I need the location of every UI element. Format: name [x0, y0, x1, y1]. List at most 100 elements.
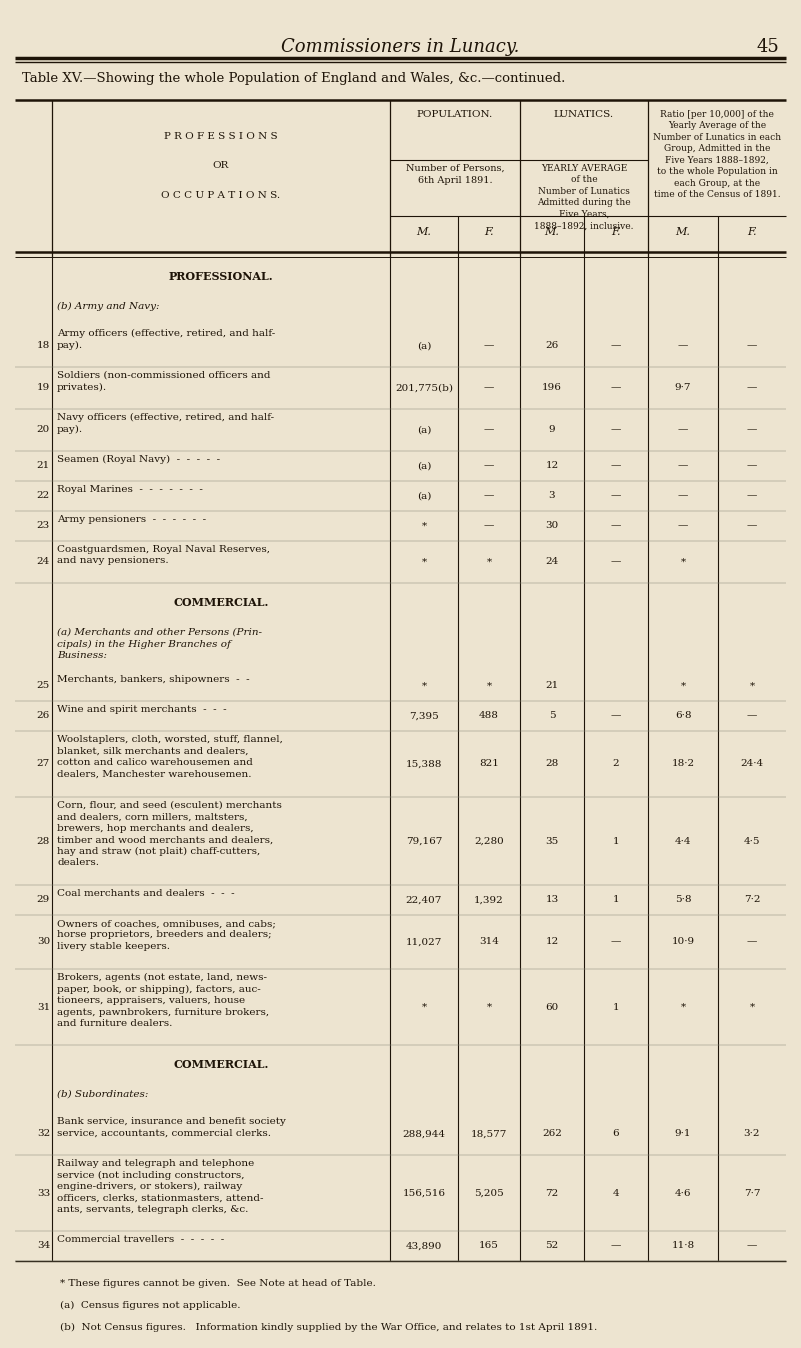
Text: Merchants, bankers, shipowners  -  -: Merchants, bankers, shipowners - -: [57, 675, 250, 683]
Text: 165: 165: [479, 1242, 499, 1251]
Text: 27: 27: [37, 759, 50, 768]
Text: —: —: [611, 461, 622, 470]
Text: 201,775(b): 201,775(b): [395, 383, 453, 392]
Text: *: *: [486, 682, 492, 690]
Text: 288,944: 288,944: [402, 1130, 445, 1139]
Text: F.: F.: [485, 226, 493, 237]
Text: 12: 12: [545, 461, 558, 470]
Text: —: —: [484, 383, 494, 392]
Text: *: *: [750, 682, 755, 690]
Text: (a): (a): [417, 341, 431, 350]
Text: —: —: [678, 522, 688, 531]
Text: 13: 13: [545, 895, 558, 905]
Text: LUNATICS.: LUNATICS.: [554, 111, 614, 119]
Text: 30: 30: [545, 522, 558, 531]
Text: Army pensioners  -  -  -  -  -  -: Army pensioners - - - - - -: [57, 515, 206, 524]
Text: 5: 5: [549, 712, 555, 720]
Text: 26: 26: [545, 341, 558, 350]
Text: —: —: [747, 492, 757, 500]
Text: 6·8: 6·8: [674, 712, 691, 720]
Text: (a): (a): [417, 492, 431, 500]
Text: —: —: [611, 492, 622, 500]
Text: 19: 19: [37, 383, 50, 392]
Text: Corn, flour, and seed (esculent) merchants
and dealers, corn millers, maltsters,: Corn, flour, and seed (esculent) merchan…: [57, 801, 282, 867]
Text: PROFESSIONAL.: PROFESSIONAL.: [169, 271, 273, 283]
Text: 11,027: 11,027: [406, 937, 442, 946]
Text: 11·8: 11·8: [671, 1242, 694, 1251]
Text: Number of Persons,
6th April 1891.: Number of Persons, 6th April 1891.: [405, 164, 505, 185]
Text: COMMERCIAL.: COMMERCIAL.: [173, 597, 268, 608]
Text: 21: 21: [545, 682, 558, 690]
Text: *: *: [486, 1003, 492, 1011]
Text: 24: 24: [37, 558, 50, 566]
Text: (a): (a): [417, 426, 431, 434]
Text: 32: 32: [37, 1130, 50, 1139]
Text: P R O F E S S I O N S

OR

O C C U P A T I O N S.: P R O F E S S I O N S OR O C C U P A T I…: [162, 132, 280, 200]
Text: —: —: [678, 461, 688, 470]
Text: Brokers, agents (not estate, land, news-
paper, book, or shipping), factors, auc: Brokers, agents (not estate, land, news-…: [57, 973, 269, 1029]
Text: Owners of coaches, omnibuses, and cabs;
horse proprietors, breeders and dealers;: Owners of coaches, omnibuses, and cabs; …: [57, 919, 276, 950]
Text: M.: M.: [545, 226, 559, 237]
Text: 43,890: 43,890: [406, 1242, 442, 1251]
Text: —: —: [747, 1242, 757, 1251]
Text: 5,205: 5,205: [474, 1189, 504, 1197]
Text: 26: 26: [37, 712, 50, 720]
Text: 31: 31: [37, 1003, 50, 1011]
Text: Coastguardsmen, Royal Naval Reserves,
and navy pensioners.: Coastguardsmen, Royal Naval Reserves, an…: [57, 545, 270, 565]
Text: Bank service, insurance and benefit society
service, accountants, commercial cle: Bank service, insurance and benefit soci…: [57, 1117, 286, 1138]
Text: *: *: [680, 1003, 686, 1011]
Text: Table XV.—Showing the whole Population of England and Wales, &c.—continued.: Table XV.—Showing the whole Population o…: [22, 71, 566, 85]
Text: (a)  Census figures not applicable.: (a) Census figures not applicable.: [60, 1301, 240, 1310]
Text: —: —: [611, 1242, 622, 1251]
Text: 2: 2: [613, 759, 619, 768]
Text: 6: 6: [613, 1130, 619, 1139]
Text: *: *: [750, 1003, 755, 1011]
Text: (a) Merchants and other Persons (Prin-
cipals) in the Higher Branches of
Busines: (a) Merchants and other Persons (Prin- c…: [57, 628, 262, 661]
Text: 3·2: 3·2: [744, 1130, 760, 1139]
Text: 4: 4: [613, 1189, 619, 1197]
Text: (b)  Not Census figures.   Information kindly supplied by the War Office, and re: (b) Not Census figures. Information kind…: [60, 1322, 598, 1332]
Text: 22,407: 22,407: [406, 895, 442, 905]
Text: 18: 18: [37, 341, 50, 350]
Text: 10·9: 10·9: [671, 937, 694, 946]
Text: (b) Army and Navy:: (b) Army and Navy:: [57, 302, 159, 311]
Text: —: —: [484, 341, 494, 350]
Text: 1: 1: [613, 837, 619, 845]
Text: 9: 9: [549, 426, 555, 434]
Text: 24·4: 24·4: [740, 759, 763, 768]
Text: 7·7: 7·7: [744, 1189, 760, 1197]
Text: COMMERCIAL.: COMMERCIAL.: [173, 1060, 268, 1070]
Text: 488: 488: [479, 712, 499, 720]
Text: 1,392: 1,392: [474, 895, 504, 905]
Text: 18·2: 18·2: [671, 759, 694, 768]
Text: 60: 60: [545, 1003, 558, 1011]
Text: 7·2: 7·2: [744, 895, 760, 905]
Text: 5·8: 5·8: [674, 895, 691, 905]
Text: Soldiers (non-commissioned officers and
privates).: Soldiers (non-commissioned officers and …: [57, 371, 271, 392]
Text: *: *: [680, 682, 686, 690]
Text: M.: M.: [417, 226, 432, 237]
Text: Commissioners in Lunacy.: Commissioners in Lunacy.: [281, 38, 520, 57]
Text: 24: 24: [545, 558, 558, 566]
Text: —: —: [747, 341, 757, 350]
Text: —: —: [611, 383, 622, 392]
Text: M.: M.: [675, 226, 690, 237]
Text: 34: 34: [37, 1242, 50, 1251]
Text: Navy officers (effective, retired, and half-
pay).: Navy officers (effective, retired, and h…: [57, 412, 274, 434]
Text: —: —: [747, 461, 757, 470]
Text: 7,395: 7,395: [409, 712, 439, 720]
Text: Coal merchants and dealers  -  -  -: Coal merchants and dealers - - -: [57, 888, 235, 898]
Text: YEARLY AVERAGE
of the
Number of Lunatics
Admitted during the
Five Years,
1888–18: YEARLY AVERAGE of the Number of Lunatics…: [534, 164, 634, 231]
Text: —: —: [484, 461, 494, 470]
Text: —: —: [678, 426, 688, 434]
Text: 79,167: 79,167: [406, 837, 442, 845]
Text: 15,388: 15,388: [406, 759, 442, 768]
Text: 821: 821: [479, 759, 499, 768]
Text: 262: 262: [542, 1130, 562, 1139]
Text: —: —: [611, 426, 622, 434]
Text: 314: 314: [479, 937, 499, 946]
Text: 28: 28: [545, 759, 558, 768]
Text: 45: 45: [756, 38, 779, 57]
Text: Commercial travellers  -  -  -  -  -: Commercial travellers - - - - -: [57, 1235, 224, 1244]
Text: 18,577: 18,577: [471, 1130, 507, 1139]
